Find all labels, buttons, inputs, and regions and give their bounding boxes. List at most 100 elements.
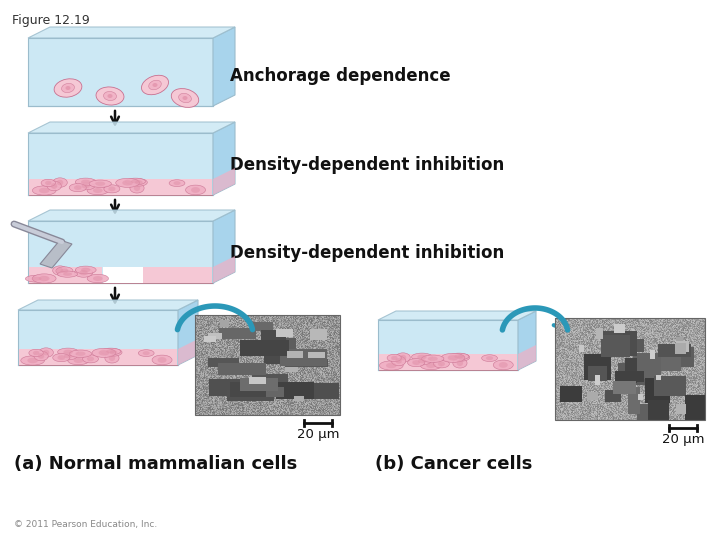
Ellipse shape [89, 180, 112, 187]
Polygon shape [518, 345, 536, 370]
Polygon shape [28, 122, 235, 133]
Ellipse shape [39, 276, 50, 281]
Text: (a) Normal mammalian cells: (a) Normal mammalian cells [14, 455, 297, 473]
Ellipse shape [108, 186, 115, 191]
Ellipse shape [134, 185, 140, 191]
Ellipse shape [38, 353, 45, 359]
Ellipse shape [420, 361, 441, 370]
Ellipse shape [143, 351, 150, 355]
Ellipse shape [105, 349, 122, 356]
Ellipse shape [109, 355, 115, 361]
Ellipse shape [58, 348, 78, 356]
Ellipse shape [53, 178, 67, 187]
Ellipse shape [454, 354, 464, 359]
Ellipse shape [493, 360, 513, 370]
Ellipse shape [109, 350, 117, 355]
Ellipse shape [76, 352, 86, 356]
Ellipse shape [418, 355, 427, 359]
Ellipse shape [387, 354, 402, 362]
Ellipse shape [138, 350, 154, 356]
Ellipse shape [158, 357, 166, 363]
Ellipse shape [32, 274, 56, 283]
Ellipse shape [391, 356, 397, 360]
Ellipse shape [53, 266, 67, 275]
Ellipse shape [27, 357, 38, 363]
Ellipse shape [153, 83, 158, 87]
Ellipse shape [95, 181, 105, 186]
Ellipse shape [104, 185, 120, 193]
Ellipse shape [58, 271, 78, 277]
Ellipse shape [130, 179, 148, 186]
Bar [143, 267, 212, 283]
Ellipse shape [61, 83, 74, 92]
Ellipse shape [76, 266, 96, 274]
Ellipse shape [106, 349, 115, 354]
Ellipse shape [422, 355, 444, 362]
Ellipse shape [25, 275, 48, 282]
Ellipse shape [63, 272, 72, 276]
Ellipse shape [21, 356, 45, 365]
Polygon shape [18, 300, 198, 310]
Bar [555, 318, 705, 420]
Ellipse shape [191, 187, 200, 193]
Bar [379, 354, 517, 370]
Ellipse shape [438, 361, 445, 366]
Polygon shape [178, 300, 198, 365]
Text: Density-dependent inhibition: Density-dependent inhibition [230, 156, 504, 174]
Ellipse shape [408, 359, 425, 367]
Ellipse shape [73, 358, 84, 363]
Text: (b) Cancer cells: (b) Cancer cells [375, 455, 532, 473]
Ellipse shape [29, 349, 43, 356]
Ellipse shape [32, 186, 56, 195]
Ellipse shape [76, 183, 95, 190]
Text: © 2011 Pearson Education, Inc.: © 2011 Pearson Education, Inc. [14, 520, 157, 529]
Bar [28, 38, 213, 106]
Ellipse shape [179, 93, 192, 103]
Polygon shape [213, 256, 235, 283]
Ellipse shape [41, 179, 55, 187]
Ellipse shape [64, 354, 72, 359]
Ellipse shape [486, 356, 493, 360]
Polygon shape [213, 122, 235, 195]
Ellipse shape [81, 268, 91, 272]
Bar [378, 320, 518, 370]
Ellipse shape [93, 188, 102, 193]
Bar [19, 349, 177, 365]
Ellipse shape [39, 348, 53, 357]
Ellipse shape [32, 276, 42, 281]
Ellipse shape [87, 274, 109, 283]
Ellipse shape [69, 184, 86, 192]
Ellipse shape [152, 355, 172, 365]
Ellipse shape [169, 180, 185, 186]
Ellipse shape [96, 87, 124, 105]
Ellipse shape [83, 355, 99, 363]
Bar [29, 267, 102, 283]
Ellipse shape [396, 353, 410, 362]
Polygon shape [518, 311, 536, 370]
Ellipse shape [131, 179, 140, 184]
Ellipse shape [448, 355, 459, 361]
Ellipse shape [426, 363, 436, 368]
Ellipse shape [74, 268, 93, 277]
Polygon shape [213, 27, 235, 106]
Ellipse shape [104, 91, 117, 100]
Ellipse shape [386, 363, 397, 368]
Ellipse shape [66, 86, 71, 90]
Ellipse shape [400, 355, 406, 360]
Ellipse shape [47, 181, 61, 191]
Polygon shape [28, 27, 235, 38]
Ellipse shape [413, 360, 420, 365]
Ellipse shape [63, 349, 73, 354]
Ellipse shape [457, 355, 465, 360]
Ellipse shape [69, 350, 91, 357]
Bar [195, 315, 340, 415]
Ellipse shape [34, 351, 48, 361]
Bar [28, 133, 213, 195]
Ellipse shape [51, 183, 58, 189]
Ellipse shape [453, 358, 467, 368]
Text: 20 μm: 20 μm [662, 433, 704, 446]
Ellipse shape [92, 348, 116, 357]
Ellipse shape [93, 276, 102, 281]
Ellipse shape [130, 183, 144, 193]
Polygon shape [213, 210, 235, 283]
